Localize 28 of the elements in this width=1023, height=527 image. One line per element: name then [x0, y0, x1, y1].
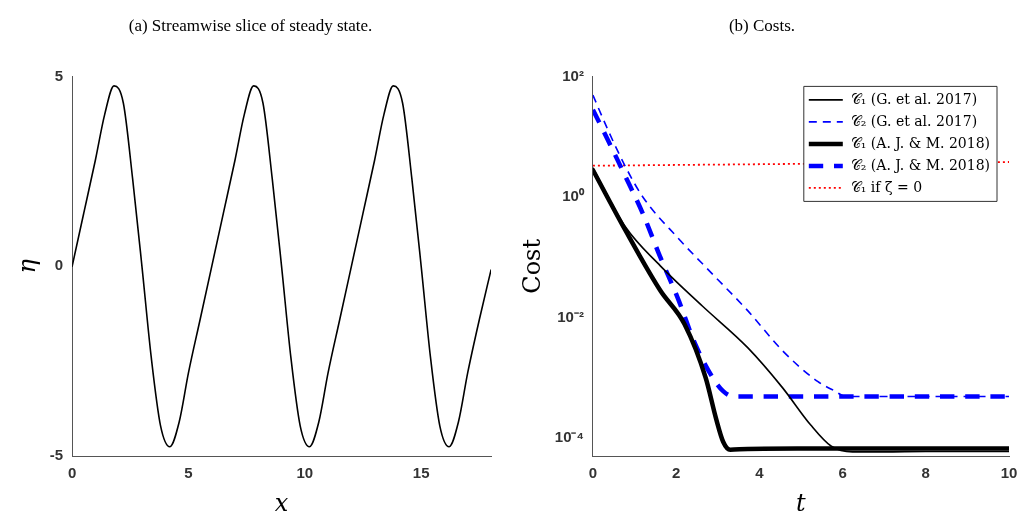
legend-label: 𝒞₁ (A. J. & M. 2018) — [850, 134, 990, 151]
legend-label: 𝒞₂ (A. J. & M. 2018) — [850, 156, 990, 173]
y-axis-title: Cost — [517, 238, 546, 294]
x-tick-label: 0 — [588, 464, 598, 482]
x-tick-label: 8 — [921, 464, 930, 482]
y-axis-title: η — [12, 258, 41, 274]
y-tick-label: 10² — [562, 66, 584, 84]
legend-label: 𝒞₁ (G. et al. 2017) — [850, 90, 978, 107]
y-tick-label: 0 — [54, 256, 64, 274]
x-tick-label: 10 — [1000, 464, 1018, 482]
x-axis-title: x — [274, 488, 289, 517]
x-axis-title: t — [796, 488, 807, 517]
chart-title: (a) Streamwise slice of steady state. — [128, 15, 373, 35]
x-tick-label: 6 — [838, 464, 847, 482]
x-tick-label: 2 — [671, 464, 681, 482]
y-tick-label: 10⁰ — [562, 187, 585, 205]
legend-label: 𝒞₂ (G. et al. 2017) — [850, 112, 978, 129]
chart-title: (b) Costs. — [728, 15, 796, 35]
x-tick-label: 5 — [184, 464, 193, 482]
x-tick-label: 15 — [412, 464, 430, 482]
y-tick-label: -5 — [49, 446, 64, 464]
legend-label: 𝒞₁ if ζ = 0 — [850, 178, 923, 195]
x-tick-label: 10 — [296, 464, 314, 482]
y-tick-label: 10⁻⁴ — [554, 428, 584, 446]
y-tick-label: 10⁻² — [557, 307, 584, 325]
y-tick-label: 5 — [54, 66, 64, 84]
x-tick-label: 0 — [67, 464, 77, 482]
x-tick-label: 4 — [755, 464, 765, 482]
